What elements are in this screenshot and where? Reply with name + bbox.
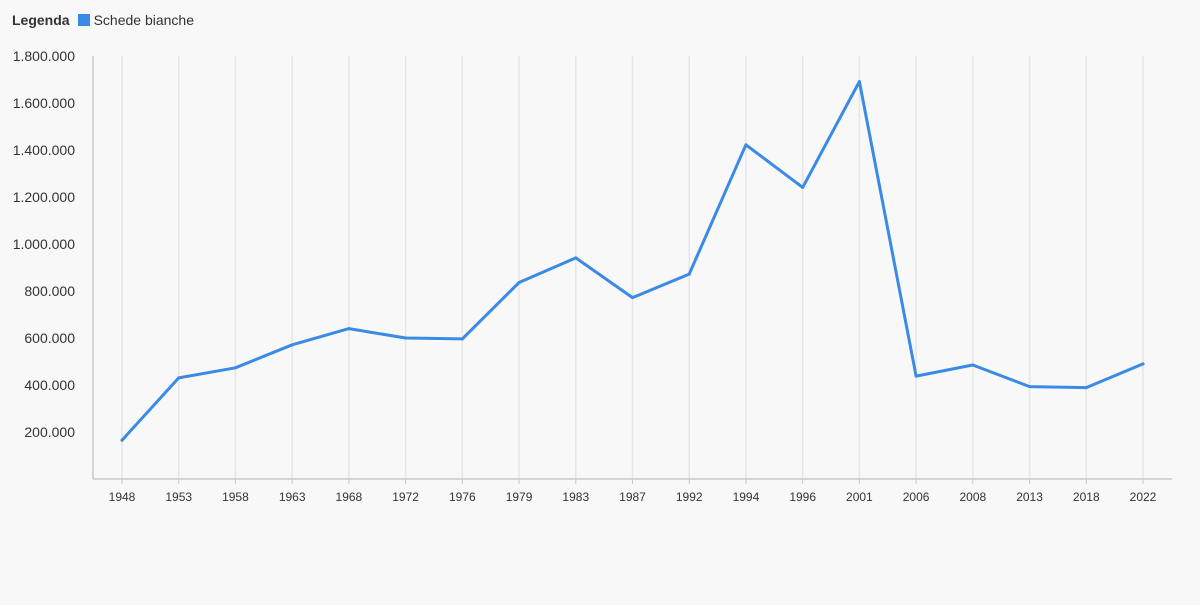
x-tick-label-1968: 1968: [336, 490, 363, 504]
data-point-1958: [233, 366, 237, 370]
y-tick-label-800000: 800.000: [24, 283, 75, 299]
data-point-1983: [574, 256, 578, 260]
y-tick-label-1600000: 1.600.000: [13, 95, 75, 111]
x-tick-label-2013: 2013: [1016, 490, 1043, 504]
x-tick-label-2006: 2006: [903, 490, 930, 504]
data-point-1968: [347, 327, 351, 331]
data-point-2013: [1028, 385, 1032, 389]
x-tick-label-2001: 2001: [846, 490, 873, 504]
x-tick-label-1972: 1972: [392, 490, 419, 504]
data-point-1972: [404, 336, 408, 340]
x-tick-label-1958: 1958: [222, 490, 249, 504]
data-point-1953: [177, 376, 181, 380]
legend-title: Legenda: [12, 12, 70, 28]
x-tick-label-1948: 1948: [109, 490, 136, 504]
data-point-1994: [744, 143, 748, 147]
legend-series-label: Schede bianche: [93, 12, 194, 28]
x-tick-label-1992: 1992: [676, 490, 703, 504]
data-point-2018: [1084, 386, 1088, 390]
data-point-1976: [460, 337, 464, 341]
x-tick-label-1976: 1976: [449, 490, 476, 504]
x-tick-label-1963: 1963: [279, 490, 306, 504]
x-tick-label-2018: 2018: [1073, 490, 1100, 504]
y-tick-label-200000: 200.000: [24, 424, 75, 440]
x-tick-label-1983: 1983: [562, 490, 589, 504]
data-point-2001: [857, 80, 861, 84]
data-point-1992: [687, 272, 691, 276]
y-tick-label-1400000: 1.400.000: [13, 142, 75, 158]
legend-swatch: [77, 14, 90, 26]
x-tick-label-1979: 1979: [506, 490, 533, 504]
legend: Legenda Schede bianche: [12, 12, 194, 28]
y-tick-label-1000000: 1.000.000: [13, 236, 75, 252]
y-tick-label-1200000: 1.200.000: [13, 189, 75, 205]
data-point-1996: [801, 185, 805, 189]
x-tick-label-1987: 1987: [619, 490, 646, 504]
x-tick-label-2008: 2008: [959, 490, 986, 504]
data-point-1987: [631, 296, 634, 300]
x-tick-label-2022: 2022: [1130, 490, 1157, 504]
data-point-2006: [914, 374, 918, 378]
y-tick-label-400000: 400.000: [24, 377, 75, 393]
x-tick-label-1996: 1996: [789, 490, 816, 504]
data-point-1948: [120, 438, 124, 442]
y-tick-label-1800000: 1.800.000: [13, 48, 75, 64]
y-tick-label-600000: 600.000: [24, 330, 75, 346]
x-tick-label-1994: 1994: [733, 490, 760, 504]
data-point-1963: [290, 343, 294, 347]
data-point-1979: [517, 281, 521, 285]
x-tick-label-1953: 1953: [165, 490, 192, 504]
data-point-2008: [971, 363, 975, 367]
data-point-2022: [1141, 362, 1145, 366]
